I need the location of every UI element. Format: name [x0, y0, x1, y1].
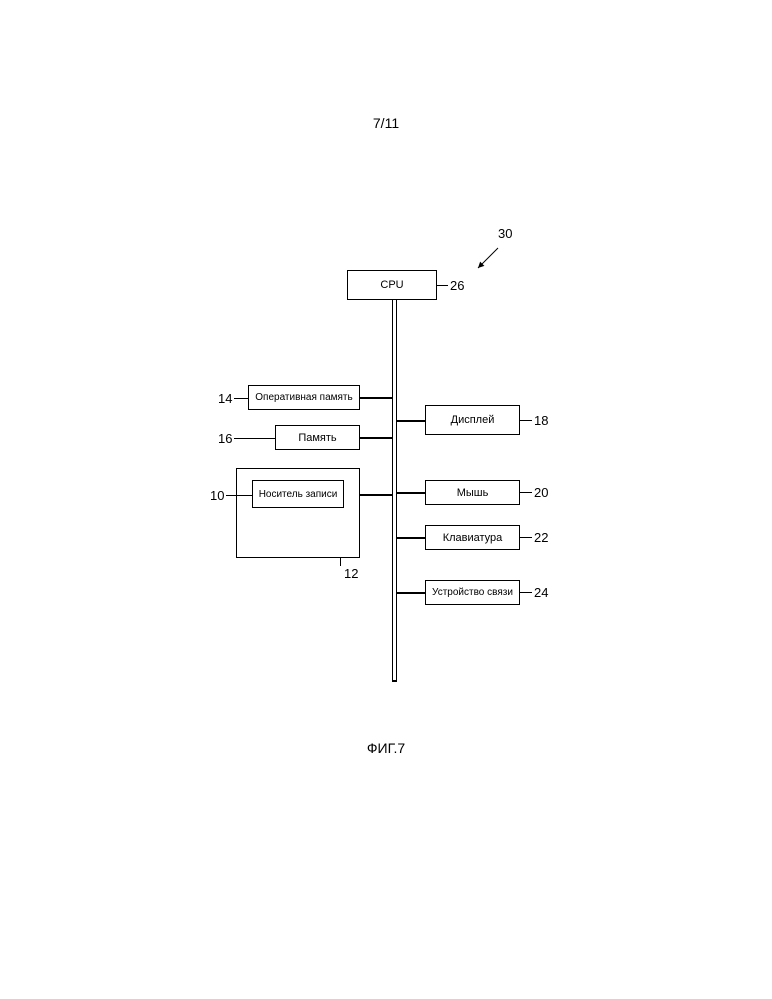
ref-label-14: 14	[218, 391, 232, 406]
comm-box: Устройство связи	[425, 580, 520, 605]
keyboard-box: Клавиатура	[425, 525, 520, 550]
leader-line-22	[520, 537, 532, 538]
connector-mouse	[397, 492, 425, 494]
leader-line-10	[226, 495, 252, 496]
leader-line-12	[340, 558, 341, 566]
keyboard-label: Клавиатура	[443, 532, 503, 544]
page-number: 7/11	[0, 115, 772, 131]
connector-display	[397, 420, 425, 422]
memory-box: Память	[275, 425, 360, 450]
recording-medium-box: Носитель записи	[252, 480, 344, 508]
ref-label-18: 18	[534, 413, 548, 428]
ref-label-24: 24	[534, 585, 548, 600]
ram-box: Оперативная память	[248, 385, 360, 410]
ref-label-22: 22	[534, 530, 548, 545]
ref-label-20: 20	[534, 485, 548, 500]
figure-caption: ФИГ.7	[0, 740, 772, 756]
recording-medium-label: Носитель записи	[259, 489, 338, 500]
ref-label-16: 16	[218, 431, 232, 446]
connector-keyboard	[397, 537, 425, 539]
leader-line-14	[234, 398, 248, 399]
connector-ram	[360, 397, 392, 399]
connector-reader	[360, 494, 392, 496]
connector-memory	[360, 437, 392, 439]
diagram-canvas: 7/11 30 CPU 26 Оперативная память 14 Памят…	[0, 0, 772, 999]
comm-label: Устройство связи	[432, 587, 513, 598]
mouse-label: Мышь	[457, 487, 489, 499]
ref-label-10: 10	[210, 488, 224, 503]
bus-cap	[392, 680, 397, 682]
leader-line-20	[520, 492, 532, 493]
leader-line-24	[520, 592, 532, 593]
display-box: Дисплей	[425, 405, 520, 435]
ref-label-26: 26	[450, 278, 464, 293]
leader-line-18	[520, 420, 532, 421]
leader-line-16	[234, 438, 275, 439]
display-label: Дисплей	[451, 414, 495, 426]
cpu-box: CPU	[347, 270, 437, 300]
connector-comm	[397, 592, 425, 594]
leader-arrow-30	[470, 240, 506, 276]
ram-label: Оперативная память	[255, 392, 352, 403]
cpu-label: CPU	[380, 279, 403, 291]
ref-label-12: 12	[344, 566, 358, 581]
mouse-box: Мышь	[425, 480, 520, 505]
ref-label-30: 30	[498, 226, 512, 241]
memory-label: Память	[298, 432, 336, 444]
bus-line	[392, 300, 397, 680]
leader-line-26	[437, 285, 448, 286]
